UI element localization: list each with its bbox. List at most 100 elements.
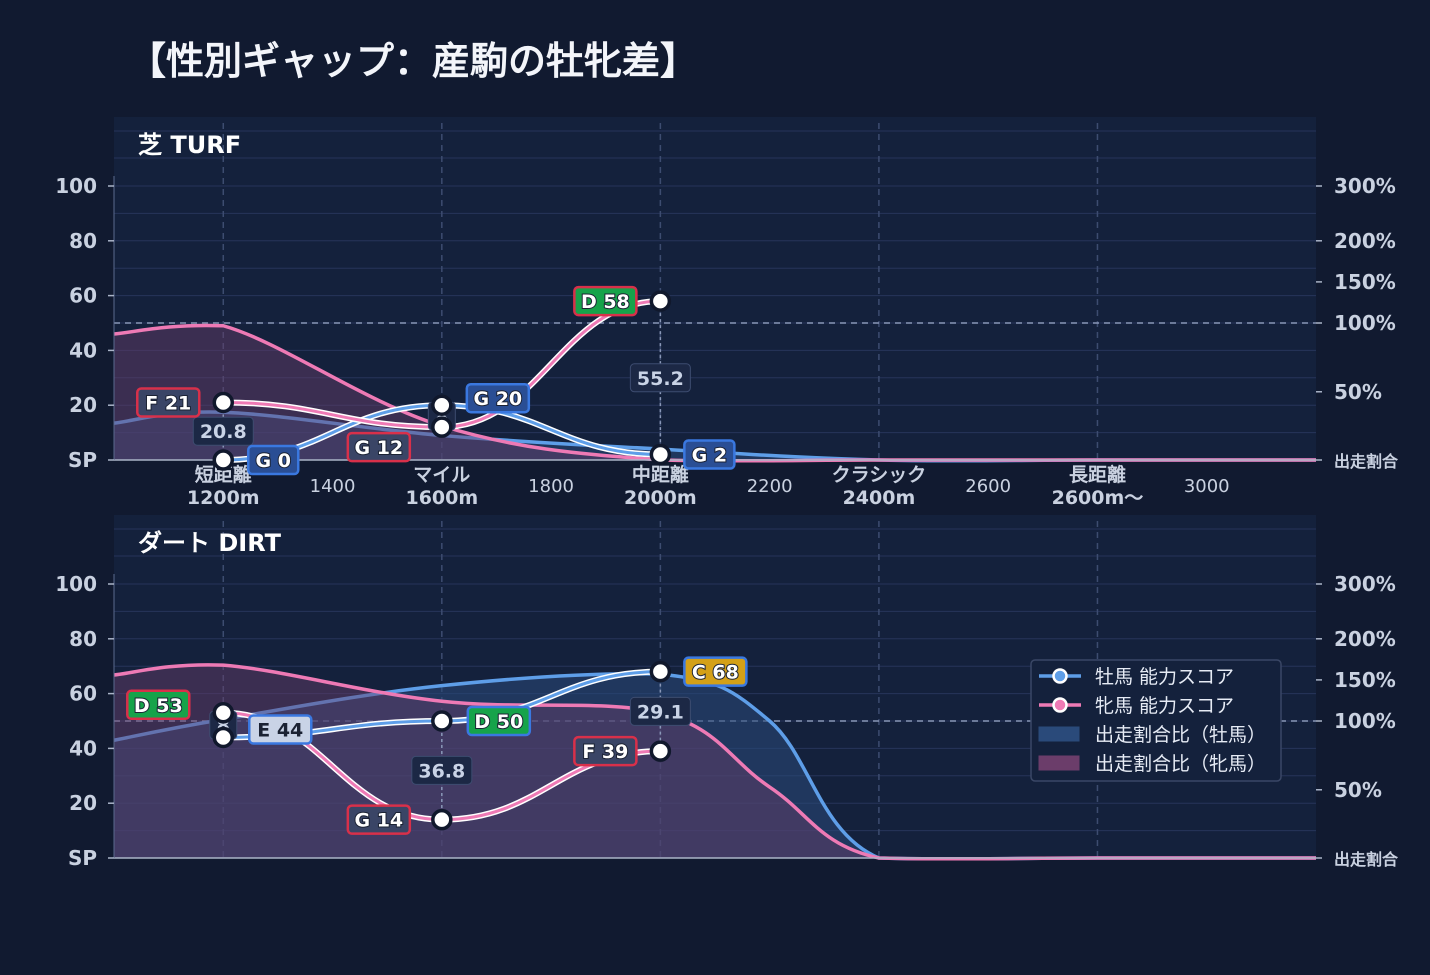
legend-swatch xyxy=(1038,726,1080,742)
score-badge-label: G 0 xyxy=(256,450,291,472)
score-badge-label: G 2 xyxy=(692,445,727,467)
gap-label-box xyxy=(629,696,691,726)
score-badge xyxy=(248,714,313,745)
plot-background xyxy=(114,117,1316,460)
score-badge xyxy=(346,804,412,835)
turf-panel: 芝 TURF SP 20 40 60 80 100 出走割合 50% 100% 150% 200% 30… xyxy=(55,117,1399,509)
x-category-label: 短距離 xyxy=(195,463,252,486)
x-category-sub: 2000m xyxy=(624,487,697,509)
x-tick-label: 1800 xyxy=(528,476,574,497)
y-tick-label: 20 xyxy=(69,393,97,417)
panel-title: 芝 TURF xyxy=(138,131,241,159)
y2-tick-label: 200% xyxy=(1334,627,1396,651)
y2-tick-label: 出走割合 xyxy=(1334,850,1399,869)
legend-box xyxy=(1030,659,1282,782)
score-marker xyxy=(212,391,235,414)
y2-tick-label: 100% xyxy=(1334,311,1396,335)
y-tick-label: 20 xyxy=(69,791,97,815)
score-badge-label: G 20 xyxy=(473,388,522,410)
score-marker xyxy=(212,449,235,471)
score-badge xyxy=(683,439,736,470)
y-tick-label: SP xyxy=(68,448,97,472)
x-tick-label: 2600 xyxy=(965,476,1011,497)
score-marker xyxy=(431,394,453,416)
score-marker xyxy=(649,290,672,312)
y-tick-label: 40 xyxy=(69,736,97,760)
score-badge xyxy=(136,387,201,418)
gap-label: 36.8 xyxy=(418,760,465,782)
y-tick-label: 80 xyxy=(69,627,97,651)
legend-label: 出走割合比（牡馬） xyxy=(1095,724,1266,746)
y2-tick-label: 出走割合 xyxy=(1334,452,1399,471)
y2-tick-label: 300% xyxy=(1334,174,1396,198)
x-tick-label: 1400 xyxy=(310,476,356,497)
score-badge xyxy=(683,656,748,687)
legend-marker xyxy=(1052,697,1068,713)
score-badge-label: C 68 xyxy=(692,662,739,684)
y2-tick-label: 300% xyxy=(1334,572,1396,596)
score-badge-label: D 53 xyxy=(134,695,183,717)
y2-tick-label: 50% xyxy=(1334,380,1382,404)
y-tick-label: 80 xyxy=(69,229,97,253)
x-category-sub: 2600m〜 xyxy=(1052,487,1144,509)
gap-label-box xyxy=(629,363,691,393)
score-badge-label: G 12 xyxy=(354,437,403,459)
y-tick-label: 60 xyxy=(69,682,97,706)
score-marker xyxy=(649,660,672,683)
score-badge-label: G 14 xyxy=(354,810,403,832)
score-badge xyxy=(247,444,300,476)
score-badge-label: D 50 xyxy=(474,711,523,733)
x-tick-label: 3000 xyxy=(1184,476,1230,497)
y-tick-label: 100 xyxy=(55,174,97,198)
legend-label: 牝馬 能力スコア xyxy=(1095,695,1234,717)
legend-swatch xyxy=(1038,755,1080,771)
gap-label-box xyxy=(192,416,254,446)
panel-title: ダート DIRT xyxy=(138,529,282,557)
chart-title: 【性別ギャップ：産駒の牡牝差】 xyxy=(128,39,699,83)
score-marker xyxy=(431,710,453,732)
score-marker xyxy=(212,726,235,749)
score-badge xyxy=(465,382,531,414)
score-badge xyxy=(573,735,638,767)
score-badge xyxy=(346,431,412,463)
y-tick-label: 40 xyxy=(69,338,97,362)
legend-label: 牡馬 能力スコア xyxy=(1095,666,1234,688)
score-badge-label: E 44 xyxy=(257,719,303,741)
score-badge xyxy=(126,689,191,721)
y-tick-label: SP xyxy=(68,846,97,870)
score-badge xyxy=(466,705,532,737)
gap-label-box xyxy=(411,755,473,785)
score-badge-label: F 21 xyxy=(145,392,191,414)
gap-label: 20.8 xyxy=(200,421,247,443)
y2-tick-label: 50% xyxy=(1334,778,1382,802)
score-badge-label: F 39 xyxy=(582,741,628,763)
x-category-label: 中距離 xyxy=(632,463,689,486)
score-badge xyxy=(573,285,638,317)
y2-tick-label: 150% xyxy=(1334,270,1396,294)
score-marker xyxy=(431,808,453,831)
x-category-sub: 1600m xyxy=(405,487,478,509)
area-fill-female xyxy=(114,664,1316,859)
x-category-sub: 2400m xyxy=(843,487,916,509)
y-tick-label: 60 xyxy=(69,284,97,308)
score-badge-label: D 58 xyxy=(581,291,630,313)
gap-label: 29.1 xyxy=(637,701,684,723)
legend-marker xyxy=(1052,668,1068,684)
x-category-label: クラシック xyxy=(832,464,927,486)
gap-label: 55.2 xyxy=(637,368,684,390)
area-fill-male xyxy=(114,411,1316,461)
x-category-label: マイル xyxy=(413,464,470,486)
legend-label: 出走割合比（牝馬） xyxy=(1095,753,1266,775)
x-tick-label: 2200 xyxy=(747,476,793,497)
y-tick-label: 100 xyxy=(55,572,97,596)
x-category-label: 長距離 xyxy=(1069,463,1126,486)
x-category-sub: 1200m xyxy=(187,487,260,509)
y2-tick-label: 150% xyxy=(1334,668,1396,692)
score-marker xyxy=(649,740,672,762)
score-marker xyxy=(431,416,453,438)
y2-tick-label: 100% xyxy=(1334,709,1396,733)
y2-tick-label: 200% xyxy=(1334,229,1396,253)
score-marker xyxy=(649,443,672,466)
